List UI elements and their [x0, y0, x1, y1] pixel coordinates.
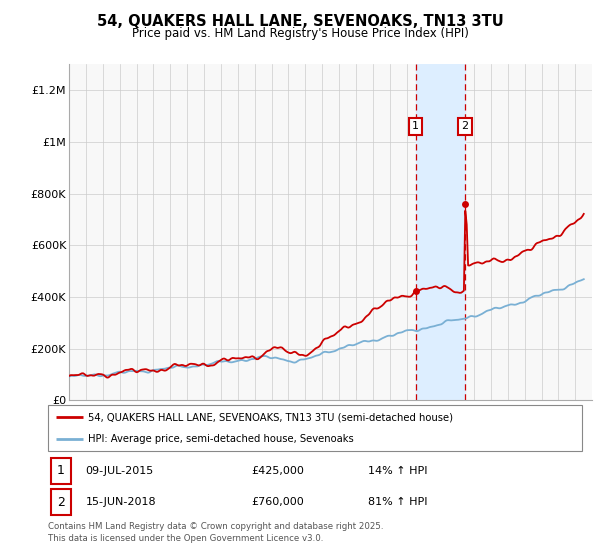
- Text: 1: 1: [57, 464, 65, 478]
- Text: 15-JUN-2018: 15-JUN-2018: [85, 497, 156, 507]
- Text: £760,000: £760,000: [251, 497, 304, 507]
- Text: 09-JUL-2015: 09-JUL-2015: [85, 466, 154, 476]
- Text: Contains HM Land Registry data © Crown copyright and database right 2025.
This d: Contains HM Land Registry data © Crown c…: [48, 522, 383, 543]
- Text: 1: 1: [412, 122, 419, 132]
- Text: 2: 2: [461, 122, 469, 132]
- Bar: [416, 64, 465, 400]
- Text: 14% ↑ HPI: 14% ↑ HPI: [368, 466, 428, 476]
- Bar: [50, 489, 71, 516]
- Text: 54, QUAKERS HALL LANE, SEVENOAKS, TN13 3TU (semi-detached house): 54, QUAKERS HALL LANE, SEVENOAKS, TN13 3…: [88, 412, 453, 422]
- Text: 54, QUAKERS HALL LANE, SEVENOAKS, TN13 3TU: 54, QUAKERS HALL LANE, SEVENOAKS, TN13 3…: [97, 14, 503, 29]
- Text: Price paid vs. HM Land Registry's House Price Index (HPI): Price paid vs. HM Land Registry's House …: [131, 27, 469, 40]
- Text: £425,000: £425,000: [251, 466, 304, 476]
- Text: HPI: Average price, semi-detached house, Sevenoaks: HPI: Average price, semi-detached house,…: [88, 435, 354, 444]
- Text: 2: 2: [57, 496, 65, 509]
- Bar: [50, 458, 71, 484]
- Text: 81% ↑ HPI: 81% ↑ HPI: [368, 497, 428, 507]
